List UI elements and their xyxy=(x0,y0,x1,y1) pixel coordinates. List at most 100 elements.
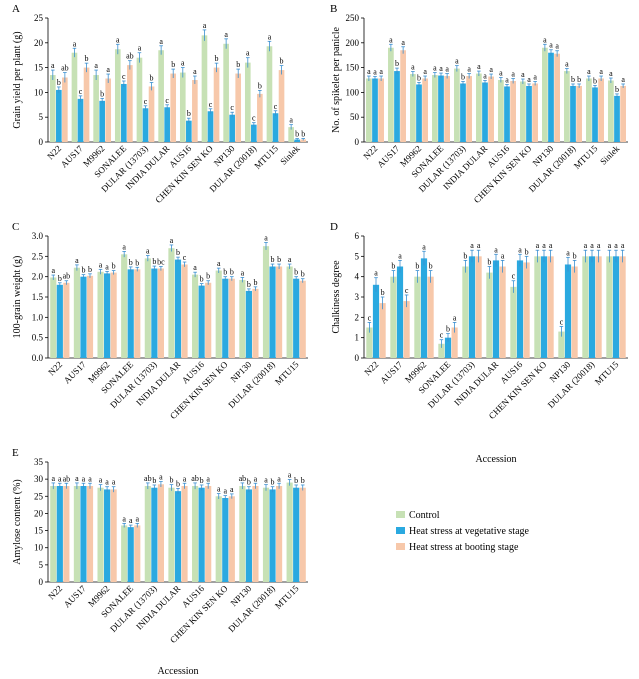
significance-letter: ab xyxy=(63,272,71,281)
significance-letter: a xyxy=(122,242,126,251)
legend-label-vegetative: Heat stress at vegetative stage xyxy=(409,526,530,537)
bar-booting xyxy=(134,525,141,582)
bar-control xyxy=(462,266,469,358)
significance-letter: b xyxy=(573,251,577,260)
bar-control xyxy=(286,482,293,582)
bar-control xyxy=(388,47,394,143)
legend-label-control: Control xyxy=(409,510,440,521)
bar-vegetative xyxy=(80,486,87,582)
bar-booting xyxy=(205,486,212,582)
significance-letter: a xyxy=(599,67,603,76)
bar-booting xyxy=(181,486,188,582)
significance-letter: b xyxy=(415,262,419,271)
y-tick-label: 20 xyxy=(34,508,44,518)
bar-control xyxy=(244,62,251,142)
significance-letter: a xyxy=(621,75,625,84)
significance-letter: a xyxy=(477,62,481,71)
significance-letter: a xyxy=(116,35,120,44)
bar-control xyxy=(201,35,208,142)
bar-vegetative xyxy=(372,78,378,142)
significance-letter: b xyxy=(258,81,262,90)
bar-booting xyxy=(554,53,560,142)
bar-vegetative xyxy=(198,487,205,582)
significance-letter: b xyxy=(294,476,298,485)
significance-letter: a xyxy=(411,63,415,72)
significance-letter: a xyxy=(88,474,92,483)
x-tick-label: N22 xyxy=(46,359,64,377)
bar-vegetative xyxy=(99,100,105,142)
y-tick-label: 200 xyxy=(346,38,360,48)
significance-letter: a xyxy=(146,247,150,256)
x-tick-label: AUS17 xyxy=(375,143,402,170)
significance-letter: a xyxy=(223,487,227,496)
bar-booting xyxy=(422,78,428,142)
bar-control xyxy=(158,50,164,142)
significance-letter: a xyxy=(536,241,540,250)
significance-letter: a xyxy=(206,474,210,483)
bar-control xyxy=(366,78,372,142)
significance-letter: c xyxy=(144,97,148,106)
significance-letter: b xyxy=(152,257,156,266)
bar-booting xyxy=(488,76,494,142)
significance-letter: a xyxy=(398,251,402,260)
significance-letter: a xyxy=(193,263,197,272)
bar-vegetative xyxy=(396,266,404,358)
significance-letter: c xyxy=(79,87,83,96)
significance-letter: c xyxy=(440,331,444,340)
significance-letter: c xyxy=(560,317,564,326)
bar-control xyxy=(366,327,373,358)
bar-booting xyxy=(257,93,263,142)
significance-letter: a xyxy=(590,241,594,250)
significance-letter: a xyxy=(264,476,268,485)
significance-letter: a xyxy=(181,59,185,68)
significance-letter: c xyxy=(230,103,234,112)
bar-booting xyxy=(134,269,141,358)
bar-control xyxy=(121,254,128,358)
significance-letter: a xyxy=(401,38,405,47)
significance-letter: b xyxy=(171,60,175,69)
bar-vegetative xyxy=(570,85,576,142)
panel-b: B 0 50 100 150 200 250 No. of spikelet per pani… xyxy=(330,3,628,205)
significance-letter: a xyxy=(518,245,522,254)
x-tick-label: MTU15 xyxy=(593,359,621,387)
significance-letter: a xyxy=(543,35,547,44)
bar-control xyxy=(49,75,56,142)
bar-vegetative xyxy=(460,83,466,142)
bar-booting xyxy=(157,268,164,358)
bar-control xyxy=(192,274,199,358)
bar-booting xyxy=(576,85,582,142)
significance-letter: a xyxy=(477,241,481,250)
bar-vegetative xyxy=(164,107,170,142)
significance-letter: ab xyxy=(61,64,69,73)
significance-letter: b xyxy=(169,476,173,485)
bar-control xyxy=(606,256,613,358)
significance-letter: b xyxy=(85,54,89,63)
significance-letter: b xyxy=(271,478,275,487)
significance-letter: a xyxy=(505,75,509,84)
y-tick-label: 2.5 xyxy=(32,251,44,261)
significance-letter: b xyxy=(301,130,305,139)
x-tick-label: MTU15 xyxy=(273,583,301,611)
significance-letter: a xyxy=(555,42,559,51)
significance-letter: a xyxy=(542,241,546,250)
bar-control xyxy=(542,47,548,143)
y-tick-label: 4 xyxy=(355,272,360,282)
significance-letter: a xyxy=(277,474,281,483)
bar-control xyxy=(266,46,273,142)
bar-control xyxy=(73,486,80,582)
significance-letter: a xyxy=(565,60,569,69)
bar-booting xyxy=(379,303,386,358)
bar-booting xyxy=(205,282,212,358)
bar-booting xyxy=(403,301,410,358)
significance-letter: c xyxy=(209,100,213,109)
significance-letter: a xyxy=(105,262,109,271)
bar-booting xyxy=(510,80,516,142)
x-tick-label: Sinlek xyxy=(278,143,302,167)
bar-booting xyxy=(598,78,604,142)
significance-letter: ab xyxy=(63,474,71,483)
significance-letter: a xyxy=(445,65,449,74)
significance-letter: a xyxy=(533,72,537,81)
bar-booting xyxy=(105,78,112,142)
bar-booting xyxy=(63,282,70,358)
x-tick-label: Sinlek xyxy=(598,143,622,167)
